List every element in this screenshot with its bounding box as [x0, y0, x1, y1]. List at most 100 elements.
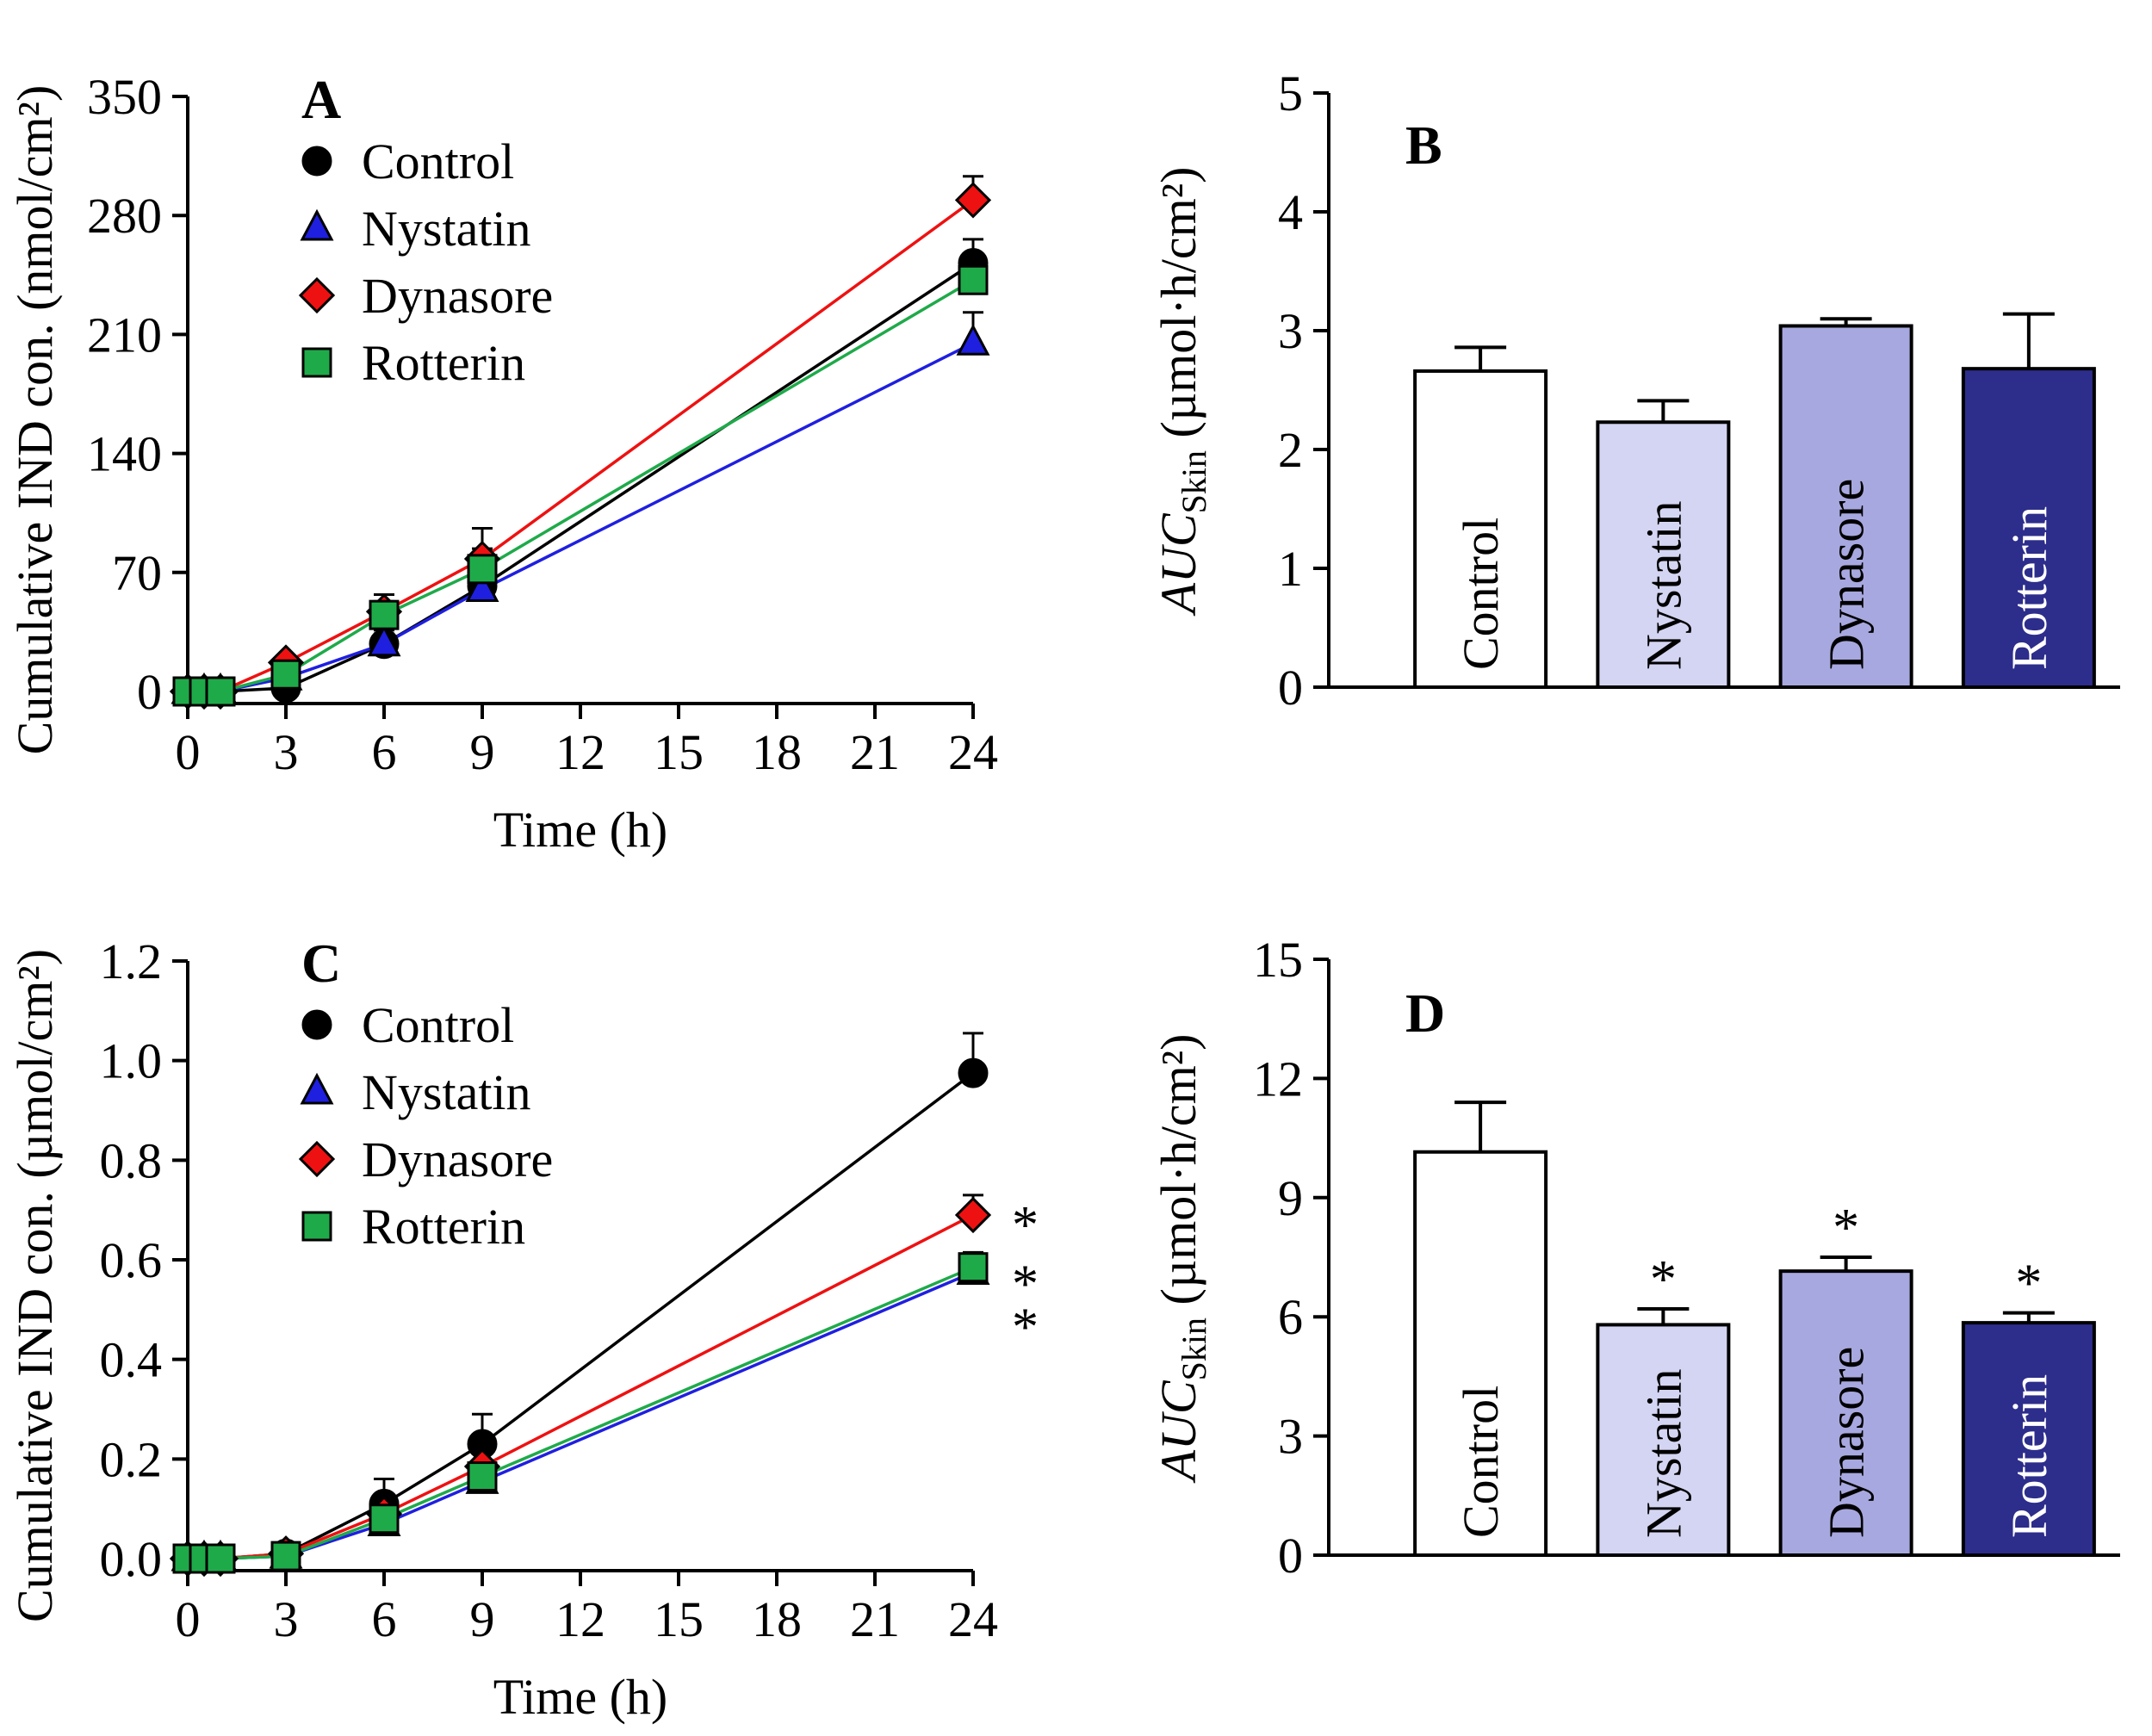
- legend-label-control: Control: [362, 997, 514, 1053]
- legend-marker-control: [301, 146, 332, 177]
- bar-label-dynasore: Dynasore: [1819, 479, 1875, 670]
- data-point-rotterin: [205, 676, 236, 707]
- x-tick-label: 3: [274, 724, 299, 780]
- data-point-nystatin: [465, 570, 499, 603]
- y-tick-label: 2: [1278, 422, 1303, 478]
- legend-marker-nystatin: [300, 208, 334, 241]
- x-tick-label: 6: [372, 1591, 397, 1647]
- bar-rotterin: [1961, 1321, 2096, 1557]
- significance-star: *: [1012, 1298, 1039, 1356]
- y-tick-label: 1: [1278, 541, 1303, 597]
- series-line-control: [188, 1071, 975, 1560]
- panel-letter: C: [301, 933, 341, 994]
- x-tick-label: 12: [555, 1591, 605, 1647]
- data-point-rotterin: [958, 264, 989, 295]
- y-axis-title-subscript: Skin: [1175, 450, 1213, 513]
- bar-label-control: Control: [1453, 518, 1509, 670]
- bar-dynasore: [1778, 324, 1913, 689]
- bar-label-nystatin: Nystatin: [1635, 500, 1691, 670]
- y-axis-title-main: AUC: [1150, 512, 1206, 617]
- x-tick-label: 0: [176, 1591, 201, 1647]
- y-axis-title-unit: (µmol·h/cm²): [1150, 1034, 1206, 1318]
- y-tick-label: 15: [1253, 932, 1303, 988]
- legend-label-rotterin: Rotterin: [362, 335, 525, 391]
- significance-star: *: [1012, 1196, 1039, 1255]
- data-point-rotterin: [205, 1543, 236, 1574]
- y-tick-label: 9: [1278, 1170, 1303, 1226]
- data-point-rotterin: [958, 1252, 989, 1283]
- legend-label-dynasore: Dynasore: [362, 1132, 553, 1187]
- legend-label-control: Control: [362, 133, 514, 189]
- significance-star-nystatin: *: [1650, 1250, 1677, 1309]
- x-tick-label: 15: [654, 724, 704, 780]
- x-tick-label: 6: [372, 724, 397, 780]
- y-axis-title-unit: (µmol·h/cm²): [1150, 167, 1206, 450]
- y-tick-label: 280: [87, 188, 162, 244]
- panel-b-bar-chart: 0 1 2 3 4 5 AUCSkin (µmol·h/cm²) B Control Nystat…: [1150, 65, 2120, 716]
- y-tick-label: 0: [1278, 1528, 1303, 1584]
- y-tick-label: 0.6: [100, 1232, 163, 1288]
- bar-control: [1413, 1150, 1548, 1558]
- x-tick-label: 21: [850, 1591, 900, 1647]
- x-tick-label: 18: [752, 1591, 802, 1647]
- x-tick-label: 15: [654, 1591, 704, 1647]
- y-tick-label: 0: [1278, 660, 1303, 716]
- data-point-rotterin: [369, 599, 400, 630]
- series-line-rotterin: [188, 1266, 974, 1560]
- y-tick-label: 0.8: [100, 1132, 163, 1188]
- legend-label-dynasore: Dynasore: [362, 268, 553, 324]
- y-tick-label: 3: [1278, 303, 1303, 359]
- x-tick-label: 24: [948, 724, 998, 780]
- bar-nystatin: [1596, 420, 1731, 689]
- bar-label-nystatin: Nystatin: [1635, 1368, 1691, 1538]
- legend-marker-control: [301, 1009, 332, 1040]
- series-line-dynasore: [188, 199, 975, 693]
- legend-label-rotterin: Rotterin: [362, 1199, 525, 1255]
- bar-dynasore: [1778, 1269, 1913, 1557]
- y-tick-label: 210: [87, 307, 162, 363]
- y-tick-label: 12: [1253, 1051, 1303, 1107]
- data-point-nystatin: [956, 324, 990, 356]
- data-point-dynasore: [954, 182, 992, 219]
- bar-label-rotterin: Rotterin: [2001, 1374, 2057, 1538]
- legend-marker-nystatin: [300, 1072, 334, 1105]
- series-line-nystatin: [188, 341, 974, 693]
- y-tick-label: 4: [1278, 184, 1303, 240]
- legend-marker-rotterin: [301, 1211, 332, 1242]
- bar-nystatin: [1596, 1323, 1731, 1557]
- bar-rotterin: [1961, 367, 2096, 689]
- x-tick-label: 9: [470, 724, 495, 780]
- legend-marker-dynasore: [298, 276, 336, 314]
- bar-control: [1413, 369, 1548, 689]
- y-tick-label: 5: [1278, 65, 1303, 121]
- legend-label-nystatin: Nystatin: [362, 201, 531, 257]
- bar-label-dynasore: Dynasore: [1819, 1347, 1875, 1538]
- x-tick-label: 3: [274, 1591, 299, 1647]
- y-tick-label: 3: [1278, 1409, 1303, 1465]
- y-tick-label: 140: [87, 426, 162, 482]
- y-axis-title: Cumulative IND con. (nmol/cm²): [7, 85, 63, 755]
- y-tick-label: 0.0: [100, 1531, 163, 1587]
- y-tick-label: 70: [112, 545, 162, 601]
- panel-letter: B: [1405, 115, 1442, 176]
- legend-marker-dynasore: [298, 1140, 336, 1178]
- x-tick-label: 24: [948, 1591, 998, 1647]
- panel-c-line-chart: 0.0 0.2 0.4 0.6 0.8 1.0 1.2 0 3 6 9 12 15 18 21 24 Time …: [7, 933, 1039, 1725]
- y-tick-label: 0.2: [100, 1431, 163, 1487]
- x-tick-label: 0: [176, 724, 201, 780]
- y-axis-title: AUCSkin (µmol·h/cm²): [1150, 167, 1213, 617]
- y-tick-label: 1.0: [100, 1033, 163, 1089]
- data-point-rotterin: [369, 1504, 400, 1534]
- y-axis-title: AUCSkin (µmol·h/cm²): [1150, 1034, 1213, 1485]
- x-tick-label: 9: [470, 1591, 495, 1647]
- data-point-rotterin: [467, 1461, 498, 1492]
- data-point-rotterin: [467, 554, 498, 585]
- x-tick-label: 12: [555, 724, 605, 780]
- x-axis-title: Time (h): [493, 802, 668, 858]
- legend-marker-rotterin: [301, 347, 332, 378]
- x-axis-title: Time (h): [493, 1669, 668, 1725]
- y-tick-label: 0.4: [100, 1332, 163, 1388]
- legend-label-nystatin: Nystatin: [362, 1064, 531, 1120]
- significance-star: *: [1012, 1256, 1039, 1314]
